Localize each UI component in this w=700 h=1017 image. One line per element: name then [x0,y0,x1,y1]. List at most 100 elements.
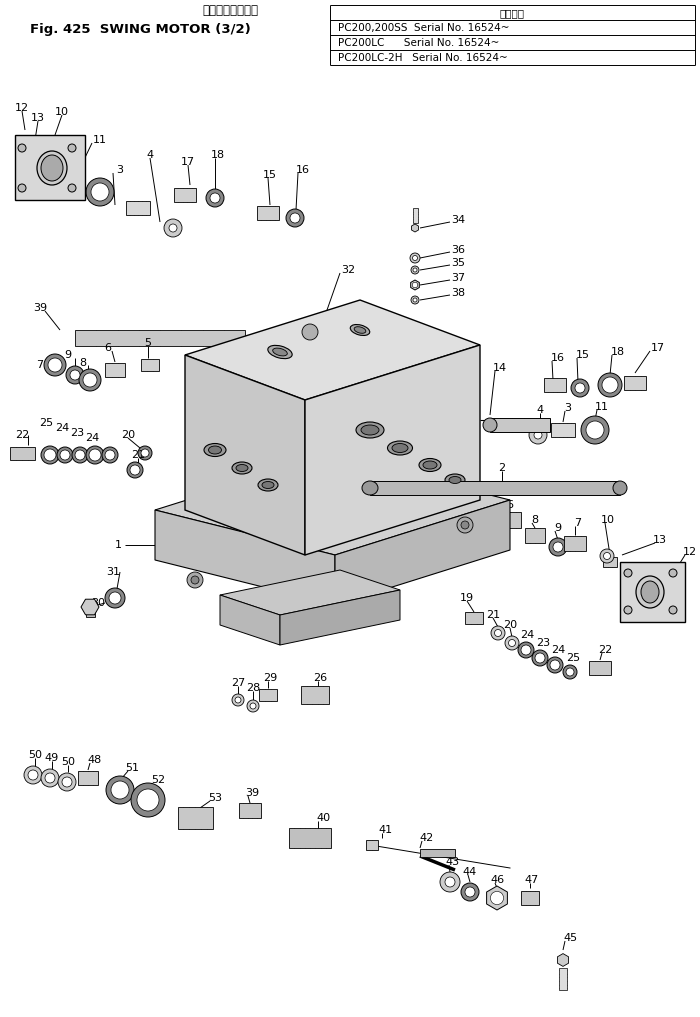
Text: 48: 48 [88,755,102,765]
Ellipse shape [72,447,88,463]
Ellipse shape [566,668,574,676]
Text: 7: 7 [36,360,43,370]
Ellipse shape [130,465,140,475]
Text: 25: 25 [566,653,580,663]
Circle shape [410,253,420,263]
Polygon shape [301,686,329,704]
Polygon shape [478,503,498,517]
Ellipse shape [127,462,143,478]
Ellipse shape [613,481,627,495]
Polygon shape [299,319,321,345]
Text: 50: 50 [28,750,42,760]
Bar [620,562,685,622]
Text: 12: 12 [15,103,29,113]
Ellipse shape [105,450,115,460]
Ellipse shape [206,189,224,207]
Ellipse shape [111,781,129,799]
Circle shape [18,184,26,192]
Text: 20: 20 [121,430,135,440]
Polygon shape [220,570,400,615]
Ellipse shape [598,373,622,397]
Ellipse shape [236,465,248,472]
Text: 47: 47 [525,875,539,885]
Circle shape [24,766,42,784]
Ellipse shape [286,210,304,227]
Polygon shape [289,828,331,848]
Ellipse shape [535,653,545,663]
Text: 6: 6 [104,343,111,353]
Ellipse shape [483,418,497,432]
Ellipse shape [41,446,59,464]
Ellipse shape [356,422,384,438]
Text: 13: 13 [31,113,45,123]
Ellipse shape [362,481,378,495]
Ellipse shape [392,443,408,453]
Text: 46: 46 [490,875,504,885]
Ellipse shape [232,462,252,474]
Ellipse shape [449,477,461,483]
Ellipse shape [423,461,437,469]
Bar [370,481,620,495]
Ellipse shape [75,450,85,460]
Circle shape [303,324,317,339]
Ellipse shape [550,660,560,670]
Text: 33: 33 [328,320,342,330]
Polygon shape [624,376,646,390]
Circle shape [28,770,38,780]
Ellipse shape [258,479,278,491]
Text: 14: 14 [493,363,507,373]
Polygon shape [75,330,245,346]
Ellipse shape [105,588,125,608]
Text: 1: 1 [115,540,122,550]
Text: 44: 44 [463,868,477,877]
Polygon shape [412,224,419,232]
Ellipse shape [571,379,589,397]
Circle shape [624,569,632,577]
Polygon shape [81,599,99,615]
Text: 24: 24 [55,423,69,433]
Circle shape [247,700,259,712]
Text: 26: 26 [313,673,327,683]
Polygon shape [589,661,611,675]
Text: 39: 39 [33,303,47,313]
Bar [490,418,550,432]
Polygon shape [564,536,586,550]
Text: 6: 6 [507,500,514,510]
Ellipse shape [602,377,618,393]
Ellipse shape [549,538,567,556]
Text: 21: 21 [131,450,145,460]
Circle shape [413,268,417,272]
Text: 43: 43 [445,857,459,868]
Text: 2: 2 [498,463,505,473]
Text: 20: 20 [503,620,517,630]
Text: 5: 5 [477,490,484,500]
Text: 42: 42 [420,833,434,843]
Ellipse shape [521,645,531,655]
Bar [85,607,94,617]
Ellipse shape [354,326,366,334]
Ellipse shape [109,592,121,604]
Bar [420,849,455,857]
Text: 12: 12 [683,547,697,557]
Circle shape [232,694,244,706]
Text: 24: 24 [85,433,99,443]
Text: 36: 36 [451,245,465,255]
Polygon shape [126,201,150,215]
Polygon shape [220,595,280,645]
Text: 7: 7 [575,518,582,528]
Text: 9: 9 [64,350,71,360]
Text: 35: 35 [451,258,465,268]
Text: 4: 4 [146,149,153,160]
Ellipse shape [532,650,548,666]
Circle shape [411,266,419,274]
Polygon shape [335,500,510,605]
Ellipse shape [636,576,664,608]
Text: 40: 40 [316,813,330,823]
Ellipse shape [268,346,292,359]
Text: PC200,200SS  Serial No. 16524~: PC200,200SS Serial No. 16524~ [338,23,510,33]
Ellipse shape [48,358,62,372]
Circle shape [600,549,614,563]
Polygon shape [551,423,575,437]
Circle shape [505,636,519,650]
Text: 10: 10 [55,107,69,117]
